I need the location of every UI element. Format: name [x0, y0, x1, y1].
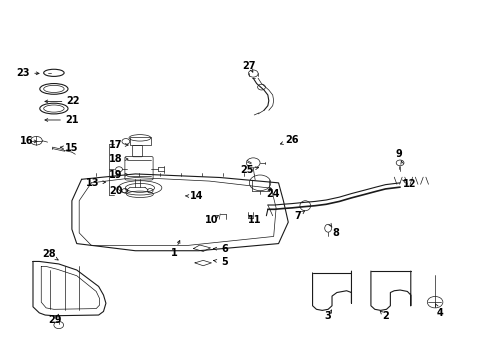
Text: 13: 13 — [86, 178, 100, 188]
Text: 27: 27 — [242, 61, 256, 71]
Text: 29: 29 — [48, 315, 61, 325]
Text: 19: 19 — [109, 170, 122, 180]
Text: 11: 11 — [247, 215, 261, 225]
Text: 25: 25 — [240, 165, 253, 175]
Text: 3: 3 — [324, 311, 331, 321]
Text: 1: 1 — [170, 248, 177, 258]
Text: 16: 16 — [20, 136, 33, 147]
Text: 14: 14 — [190, 192, 203, 202]
Text: 20: 20 — [109, 186, 122, 197]
Text: 6: 6 — [221, 244, 228, 254]
Text: 12: 12 — [402, 179, 416, 189]
Text: 7: 7 — [294, 211, 301, 221]
Text: 15: 15 — [65, 143, 79, 153]
Text: 5: 5 — [221, 257, 228, 267]
Text: 23: 23 — [17, 68, 30, 78]
Text: 2: 2 — [381, 311, 388, 321]
Text: 28: 28 — [42, 249, 56, 259]
Text: 22: 22 — [66, 96, 80, 107]
Text: 8: 8 — [332, 228, 339, 238]
Text: 24: 24 — [265, 189, 279, 199]
Text: 4: 4 — [436, 308, 443, 318]
Text: 9: 9 — [395, 149, 402, 159]
Bar — [129, 137, 150, 145]
Text: 17: 17 — [109, 140, 122, 150]
Text: 18: 18 — [109, 154, 122, 163]
Text: 26: 26 — [285, 135, 298, 145]
Text: 10: 10 — [204, 215, 218, 225]
Text: 21: 21 — [65, 115, 79, 125]
